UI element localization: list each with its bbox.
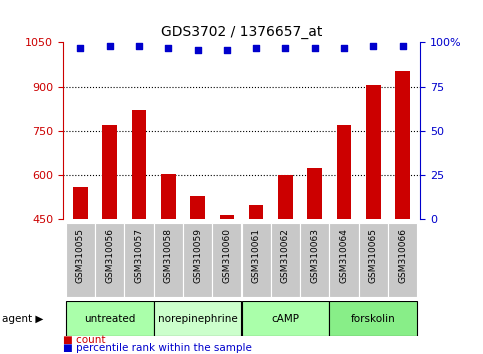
Title: GDS3702 / 1376657_at: GDS3702 / 1376657_at [161,25,322,39]
Text: GSM310059: GSM310059 [193,228,202,283]
Text: agent ▶: agent ▶ [2,314,44,324]
Bar [102,125,117,352]
Bar [388,223,417,297]
Text: GSM310061: GSM310061 [252,228,261,283]
Bar [366,85,381,352]
Bar [307,168,322,352]
Point [282,45,289,51]
Text: forskolin: forskolin [351,314,396,324]
Point [369,43,377,49]
Bar [154,223,183,297]
Point [399,43,407,49]
Point [194,47,201,52]
Bar [161,174,176,352]
Text: norepinephrine: norepinephrine [157,314,238,324]
Bar [66,223,95,297]
Text: ■ count: ■ count [63,335,105,345]
Point [135,43,143,49]
Bar [73,187,88,352]
Bar [337,125,351,352]
Text: ■ percentile rank within the sample: ■ percentile rank within the sample [63,343,252,353]
Bar [300,223,329,297]
Bar [249,205,263,352]
Text: GSM310058: GSM310058 [164,228,173,283]
Bar [395,70,410,352]
Point [223,47,231,52]
Bar [124,223,154,297]
Bar [359,223,388,297]
Point [76,45,84,51]
Text: cAMP: cAMP [271,314,299,324]
Bar [329,223,359,297]
Bar [190,196,205,352]
Text: GSM310062: GSM310062 [281,228,290,283]
Bar [132,110,146,352]
Point [340,45,348,51]
Bar [183,223,212,297]
Text: GSM310065: GSM310065 [369,228,378,283]
Text: GSM310057: GSM310057 [134,228,143,283]
Text: GSM310063: GSM310063 [310,228,319,283]
Bar [242,223,271,297]
Point [164,45,172,51]
Text: GSM310066: GSM310066 [398,228,407,283]
Bar [220,215,234,352]
Bar [278,175,293,352]
Bar [66,301,154,336]
Text: GSM310056: GSM310056 [105,228,114,283]
Text: GSM310064: GSM310064 [340,228,349,283]
Bar [212,223,242,297]
Bar [242,301,329,336]
Point [106,43,114,49]
Text: GSM310060: GSM310060 [222,228,231,283]
Text: GSM310055: GSM310055 [76,228,85,283]
Point [311,45,319,51]
Point [252,45,260,51]
Text: untreated: untreated [84,314,135,324]
Bar [271,223,300,297]
Bar [329,301,417,336]
Bar [154,301,242,336]
Bar [95,223,124,297]
